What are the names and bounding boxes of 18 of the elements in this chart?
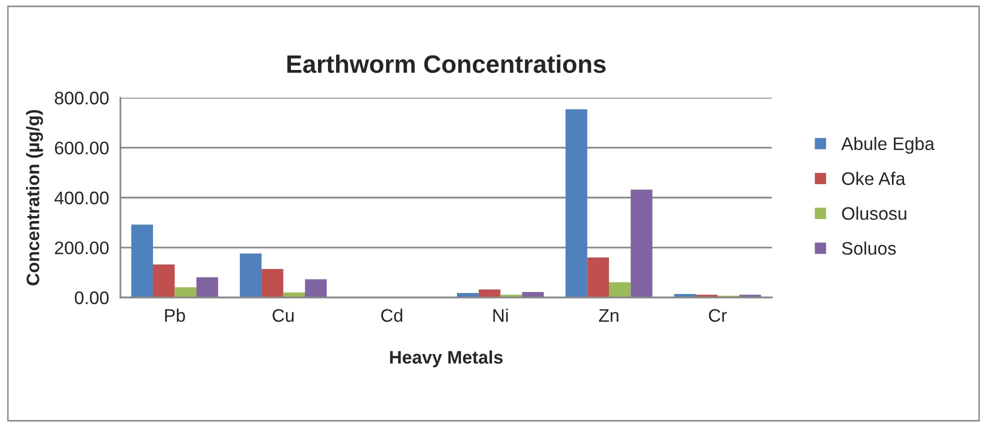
x-tick-label: Zn: [599, 309, 618, 322]
y-axis-title: Concentration (µg/g): [26, 110, 43, 286]
y-tick-label: 600.00: [55, 142, 109, 154]
legend-label: Olusosu: [842, 206, 906, 220]
y-tick-label: 800.00: [54, 92, 109, 104]
x-tick-label: Cd: [381, 308, 402, 322]
legend-label: Soluos: [842, 242, 896, 255]
x-axis-title: Heavy Metals: [390, 350, 503, 368]
y-tick-label: 200.00: [54, 241, 109, 254]
x-tick-label: Cu: [272, 309, 294, 322]
x-tick-label: Ni: [493, 308, 508, 322]
y-tick-label: 0.00: [74, 291, 109, 304]
x-tick-label: Pb: [165, 308, 185, 322]
legend-label: Oke Afa: [842, 172, 906, 186]
legend-label: Abule Egba: [841, 136, 935, 154]
chart-title: Earthworm Concentrations: [287, 54, 606, 73]
x-tick-label: Cr: [708, 309, 727, 322]
y-tick-label: 400.00: [54, 192, 109, 204]
